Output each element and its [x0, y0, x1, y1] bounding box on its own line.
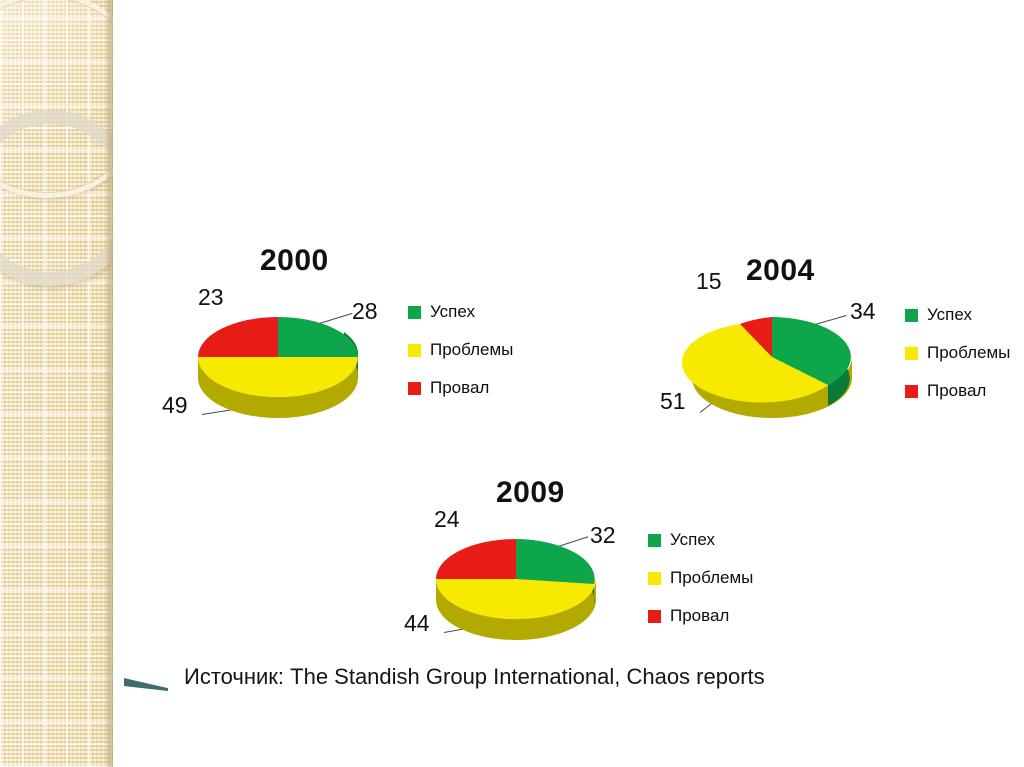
legend-item-failure-2000: Провал [408, 378, 513, 398]
slice-label-success-2009: 32 [590, 522, 616, 548]
legend-swatch-success [648, 533, 661, 547]
pie-side-problems-2009 [436, 579, 596, 640]
chart-title-2004: 2004 [746, 254, 815, 287]
legend-label-success: Успех [927, 305, 972, 324]
pie-body-2000 [196, 302, 360, 418]
legend-label-failure: Провал [927, 381, 987, 400]
slice-label-failure-2000: 23 [198, 284, 224, 310]
pie-slice-problems-2000 [198, 357, 358, 397]
pie-slice-problems-2009 [436, 579, 596, 619]
slice-label-failure-2004: 15 [696, 268, 722, 294]
legend-2004: Успех Проблемы Провал [905, 305, 1010, 401]
legend-item-failure-2009: Провал [648, 606, 753, 626]
pie-body-2009 [434, 524, 598, 640]
pie-slice-problems-2004 [681, 324, 828, 403]
slice-label-problems-2009: 44 [404, 610, 430, 636]
pie-slice-success-2004 [772, 317, 851, 385]
decorative-ring-bottom [0, 110, 113, 286]
legend-label-success: Успех [430, 302, 475, 321]
legend-item-success-2004: Успех [905, 305, 1010, 325]
legend-label-success: Успех [670, 530, 715, 549]
legend-swatch-success [905, 308, 918, 322]
decorative-corner-wedge [124, 678, 168, 691]
slice-label-success-2004: 34 [850, 298, 876, 324]
pie-body-2004 [681, 302, 854, 418]
legend-label-failure: Провал [670, 606, 730, 625]
legend-swatch-problems [648, 571, 661, 585]
slice-label-problems-2000: 49 [162, 392, 188, 418]
legend-swatch-problems [905, 346, 918, 360]
pie-side-problems-2004 [692, 357, 852, 418]
page-title-line-1: Статистика успешности [137, 64, 629, 111]
pie-slice-failure-2009 [436, 539, 516, 579]
legend-label-problems: Проблемы [430, 340, 514, 359]
decorative-sidebar [0, 0, 113, 767]
legend-swatch-failure [648, 609, 661, 623]
chart-title-2009: 2009 [496, 476, 565, 509]
legend-2009: Успех Проблемы Провал [648, 530, 753, 626]
legend-item-problems-2004: Проблемы [905, 343, 1010, 363]
legend-item-failure-2004: Провал [905, 381, 1010, 401]
legend-label-failure: Провал [430, 378, 490, 397]
legend-item-success-2000: Успех [408, 302, 513, 322]
legend-swatch-failure [408, 381, 421, 395]
sidebar-edge-shadow [106, 0, 113, 767]
legend-2000: Успех Проблемы Провал [408, 302, 513, 398]
page-title: Статистика успешности проектов по разраб… [137, 62, 957, 164]
legend-swatch-problems [408, 343, 421, 357]
pie-slice-success-2009 [516, 539, 595, 584]
pie-slice-success-2000 [278, 317, 358, 357]
pie-chart-2009: 2009 24 32 44 Успех Проблемы [400, 472, 780, 652]
slice-label-problems-2004: 51 [660, 388, 686, 414]
pie-slice-failure-2000 [198, 317, 278, 357]
pie-chart-2004: 2004 15 34 51 Успех [660, 250, 1024, 440]
legend-swatch-failure [905, 384, 918, 398]
legend-item-problems-2000: Проблемы [408, 340, 513, 360]
page-title-line-2: проектов по разработке ПО [137, 115, 709, 163]
pie-side-problems-2000 [198, 357, 358, 418]
pie-chart-2000: 2000 23 28 49 Успех [160, 240, 560, 430]
slice-label-success-2000: 28 [352, 298, 378, 324]
legend-item-success-2009: Успех [648, 530, 753, 550]
legend-label-problems: Проблемы [927, 343, 1011, 362]
chart-title-2000: 2000 [260, 244, 329, 277]
slice-label-failure-2009: 24 [434, 506, 460, 532]
pie-slice-failure-2004 [740, 317, 772, 357]
legend-label-problems: Проблемы [670, 568, 754, 587]
pie-side-success-2004 [828, 344, 850, 406]
legend-swatch-success [408, 305, 421, 319]
source-caption: Источник: The Standish Group Internation… [184, 664, 765, 689]
pie-svg-2004 [681, 317, 852, 418]
pie-svg-2009 [436, 539, 596, 640]
pie-svg-2000 [198, 317, 359, 418]
legend-item-problems-2009: Проблемы [648, 568, 753, 588]
